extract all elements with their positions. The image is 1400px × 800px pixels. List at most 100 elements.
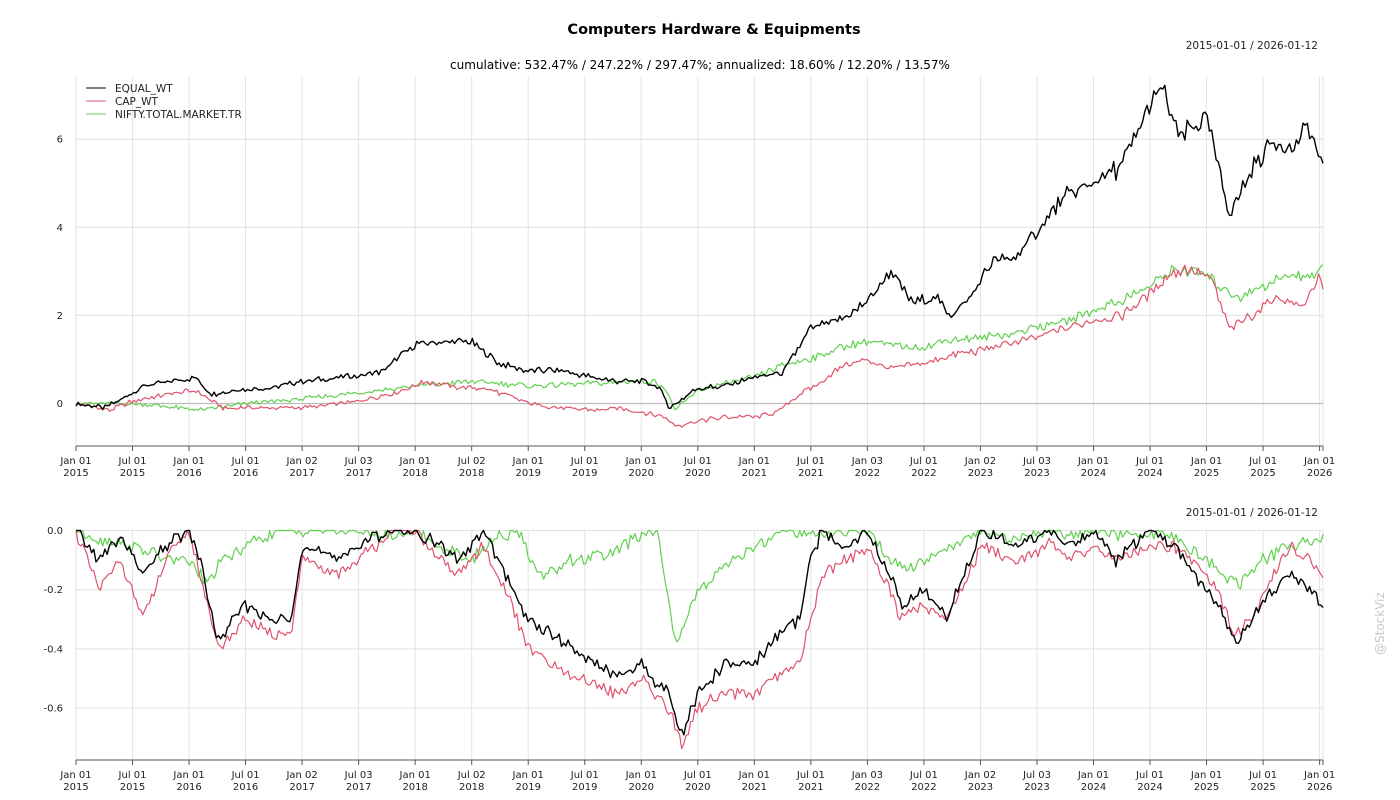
- bottom-x-tick-label: Jul 01: [683, 770, 712, 781]
- top-x-tick-year: 2024: [1081, 468, 1106, 479]
- top-x-tick-label: Jul 01: [570, 456, 599, 467]
- bottom-x-tick-label: Jan 01: [399, 770, 431, 781]
- bottom-x-tick-year: 2022: [855, 782, 880, 793]
- top-x-tick-year: 2021: [742, 468, 767, 479]
- bottom-x-tick-year: 2015: [63, 782, 88, 793]
- top-y-tick-label: 4: [57, 223, 63, 234]
- top-x-tick-label: Jan 01: [59, 456, 91, 467]
- bottom-y-tick-label: 0.0: [47, 526, 63, 537]
- bottom-x-tick-year: 2022: [911, 782, 936, 793]
- bottom-x-tick-year: 2015: [120, 782, 145, 793]
- chart-title: Computers Hardware & Equipments: [567, 22, 860, 38]
- top-x-tick-label: Jul 03: [1022, 456, 1051, 467]
- top-series-nifty-total-market-tr: [75, 264, 1324, 411]
- bottom-x-tick-label: Jan 02: [285, 770, 317, 781]
- top-x-tick-year: 2020: [629, 468, 654, 479]
- bottom-x-tick-year: 2017: [346, 782, 371, 793]
- top-x-tick-label: Jan 01: [1077, 456, 1109, 467]
- top-x-tick-year: 2018: [459, 468, 484, 479]
- top-y-tick-label: 2: [57, 311, 63, 322]
- top-x-tick-year: 2025: [1250, 468, 1275, 479]
- top-x-tick-label: Jan 03: [851, 456, 883, 467]
- top-x-tick-year: 2024: [1137, 468, 1162, 479]
- top-x-tick-year: 2016: [233, 468, 258, 479]
- bottom-x-tick-label: Jan 01: [1077, 770, 1109, 781]
- bottom-series-group: [75, 529, 1324, 750]
- chart-subtitle: cumulative: 532.47% / 247.22% / 297.47%;…: [450, 58, 950, 72]
- top-x-tick-label: Jul 03: [344, 456, 373, 467]
- bottom-x-tick-label: Jul 01: [909, 770, 938, 781]
- top-x-tick-year: 2025: [1194, 468, 1219, 479]
- bottom-y-tick-label: -0.4: [43, 644, 63, 655]
- bottom-x-tick-year: 2025: [1250, 782, 1275, 793]
- top-x-tick-year: 2015: [63, 468, 88, 479]
- bottom-x-tick-year: 2018: [402, 782, 427, 793]
- bottom-x-tick-year: 2024: [1137, 782, 1162, 793]
- bottom-x-tick-label: Jul 03: [344, 770, 373, 781]
- bottom-date-range: 2015-01-01 / 2026-01-12: [1186, 507, 1318, 519]
- bottom-x-tick-label: Jul 03: [1022, 770, 1051, 781]
- top-x-tick-label: Jan 01: [1303, 456, 1335, 467]
- bottom-x-tick-label: Jan 03: [851, 770, 883, 781]
- top-x-tick-year: 2019: [572, 468, 597, 479]
- top-x-tick-year: 2016: [176, 468, 201, 479]
- top-x-tick-year: 2023: [968, 468, 993, 479]
- top-date-range: 2015-01-01 / 2026-01-12: [1186, 40, 1318, 52]
- bottom-x-tick-year: 2018: [459, 782, 484, 793]
- top-y-axis: 0 2 4 6: [57, 135, 63, 410]
- bottom-x-tick-label: Jul 01: [118, 770, 147, 781]
- legend-label-cap-wt: CAP_WT: [115, 96, 158, 108]
- bottom-x-tick-label: Jul 02: [457, 770, 486, 781]
- top-x-tick-label: Jan 01: [738, 456, 770, 467]
- bottom-x-tick-year: 2025: [1194, 782, 1219, 793]
- top-x-tick-label: Jul 01: [1248, 456, 1277, 467]
- top-x-tick-label: Jan 02: [285, 456, 317, 467]
- top-x-tick-label: Jan 02: [964, 456, 996, 467]
- top-x-tick-label: Jan 01: [399, 456, 431, 467]
- bottom-x-tick-label: Jul 01: [1135, 770, 1164, 781]
- top-x-tick-year: 2017: [289, 468, 314, 479]
- top-x-tick-label: Jan 01: [172, 456, 204, 467]
- bottom-x-tick-label: Jan 01: [1190, 770, 1222, 781]
- top-x-tick-label: Jul 01: [909, 456, 938, 467]
- top-grid: [75, 76, 1324, 445]
- top-x-tick-year: 2026: [1307, 468, 1332, 479]
- bottom-x-tick-label: Jul 01: [231, 770, 260, 781]
- top-x-tick-label: Jul 01: [231, 456, 260, 467]
- top-x-tick-label: Jan 01: [512, 456, 544, 467]
- bottom-x-tick-label: Jan 02: [964, 770, 996, 781]
- top-x-tick-year: 2022: [911, 468, 936, 479]
- bottom-x-tick-year: 2021: [742, 782, 767, 793]
- bottom-x-tick-label: Jan 01: [625, 770, 657, 781]
- bottom-y-tick-label: -0.6: [43, 704, 63, 715]
- bottom-x-tick-year: 2020: [685, 782, 710, 793]
- bottom-x-tick-year: 2024: [1081, 782, 1106, 793]
- legend-label-equal-wt: EQUAL_WT: [115, 83, 173, 95]
- top-x-tick-label: Jul 01: [683, 456, 712, 467]
- top-x-tick-year: 2015: [120, 468, 145, 479]
- bottom-x-tick-label: Jul 01: [1248, 770, 1277, 781]
- bottom-x-tick-year: 2023: [968, 782, 993, 793]
- top-series-group: [75, 84, 1324, 428]
- bottom-x-tick-year: 2017: [289, 782, 314, 793]
- bottom-x-tick-year: 2016: [233, 782, 258, 793]
- top-y-tick-label: 0: [57, 399, 63, 410]
- top-x-tick-year: 2019: [515, 468, 540, 479]
- bottom-y-tick-label: -0.2: [43, 585, 63, 596]
- top-x-tick-year: 2018: [402, 468, 427, 479]
- bottom-x-tick-year: 2023: [1024, 782, 1049, 793]
- bottom-x-tick-year: 2026: [1307, 782, 1332, 793]
- legend: EQUAL_WT CAP_WT NIFTY.TOTAL.MARKET.TR: [86, 83, 242, 121]
- top-x-tick-year: 2022: [855, 468, 880, 479]
- bottom-x-tick-label: Jan 01: [512, 770, 544, 781]
- top-x-tick-year: 2020: [685, 468, 710, 479]
- top-x-tick-year: 2023: [1024, 468, 1049, 479]
- top-x-tick-label: Jan 01: [1190, 456, 1222, 467]
- top-x-tick-year: 2017: [346, 468, 371, 479]
- top-x-tick-label: Jan 01: [625, 456, 657, 467]
- bottom-x-tick-year: 2016: [176, 782, 201, 793]
- bottom-x-tick-label: Jul 01: [796, 770, 825, 781]
- bottom-series-equal-wt: [76, 529, 1324, 736]
